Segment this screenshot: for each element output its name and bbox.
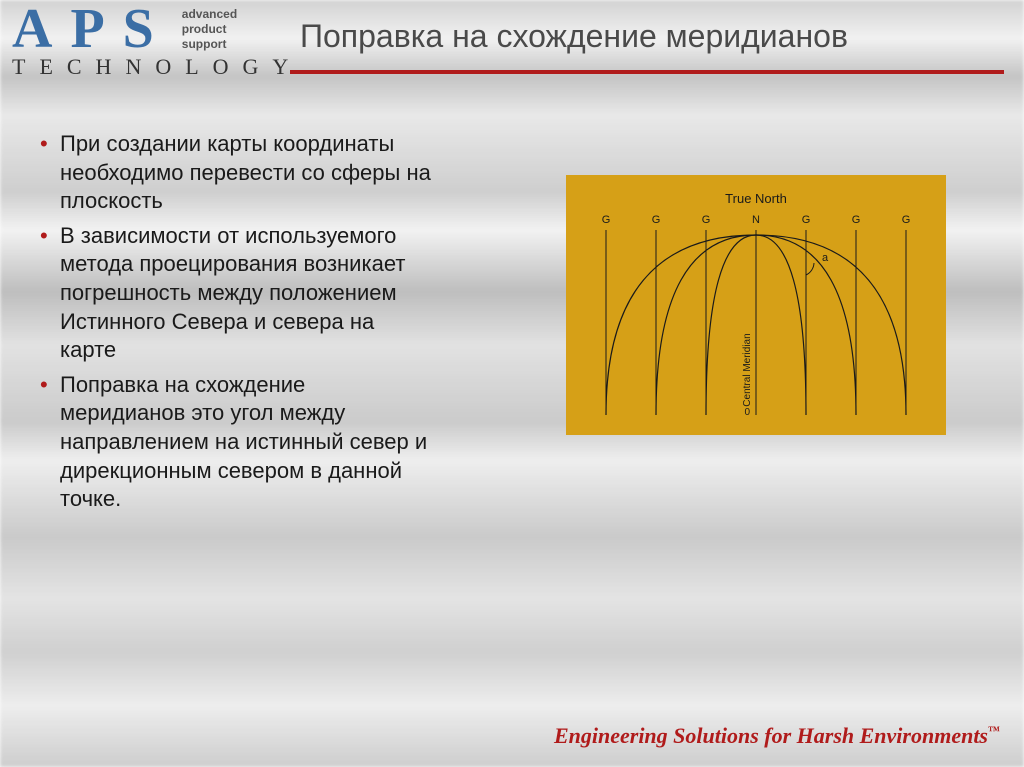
footer-text: Engineering Solutions for Harsh Environm…	[554, 723, 988, 748]
logo-tag-line: advanced	[182, 7, 237, 22]
diagram: True North G G G N G G G	[566, 175, 946, 435]
bullet-list: При создании карты координаты необходимо…	[36, 130, 436, 520]
diagram-top-label: G	[902, 214, 911, 226]
diagram-top-label: G	[702, 214, 711, 226]
logo-tagline: advanced product support	[182, 7, 237, 52]
meridian-curve	[756, 235, 906, 415]
zero-label: 0	[744, 407, 750, 418]
slide: APS advanced product support TECHNOLOGY …	[0, 0, 1024, 767]
logo-tag-line: product	[182, 22, 237, 37]
logo: APS advanced product support TECHNOLOGY	[8, 4, 272, 80]
logo-top-row: APS advanced product support	[8, 4, 272, 54]
diagram-top-label: G	[852, 214, 861, 226]
logo-tag-line: support	[182, 37, 237, 52]
title-rule	[290, 70, 1004, 74]
diagram-top-label: G	[802, 214, 811, 226]
bullet-item: В зависимости от используемого метода пр…	[36, 222, 436, 365]
diagram-top-label: G	[652, 214, 661, 226]
bullet-item: Поправка на схождение меридианов это уго…	[36, 371, 436, 514]
angle-label: a	[822, 252, 829, 264]
diagram-true-north-label: True North	[725, 191, 787, 206]
meridian-curve	[756, 235, 806, 415]
footer-tagline: Engineering Solutions for Harsh Environm…	[554, 723, 1000, 749]
central-meridian-label: Central Meridian	[742, 333, 753, 406]
diagram-top-label: N	[752, 214, 760, 226]
bullet-item: При создании карты координаты необходимо…	[36, 130, 436, 216]
logo-technology: TECHNOLOGY	[8, 54, 272, 80]
meridian-curve	[606, 235, 756, 415]
diagram-top-label: G	[602, 214, 611, 226]
logo-letters: APS	[8, 4, 172, 54]
angle-arc	[806, 263, 814, 275]
tm-mark: ™	[988, 724, 1000, 738]
page-title: Поправка на схождение меридианов	[300, 18, 1004, 55]
